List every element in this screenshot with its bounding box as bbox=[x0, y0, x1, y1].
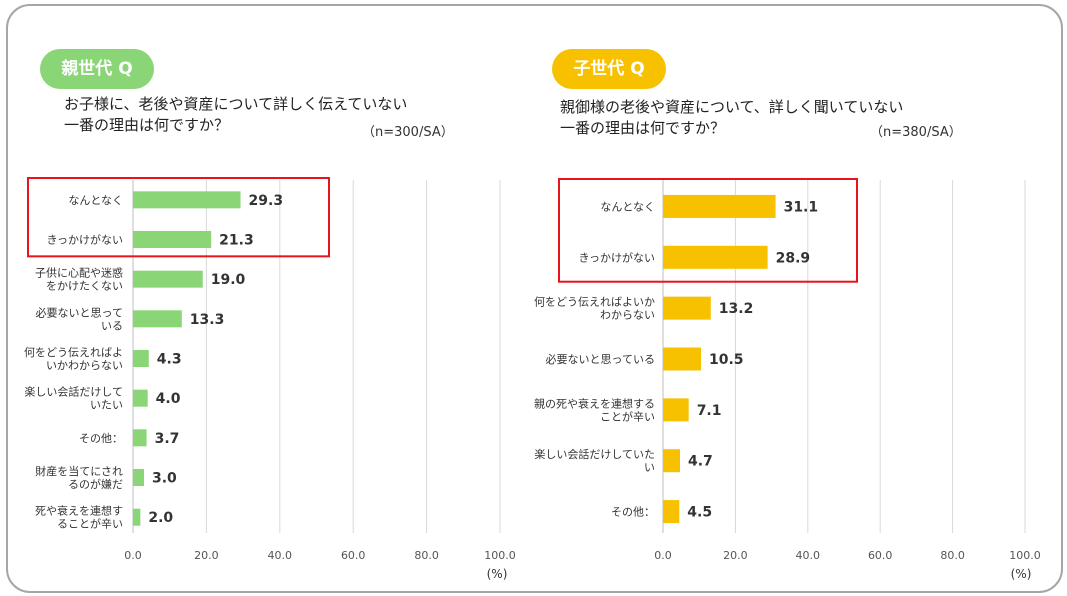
parent-question-line1: お子様に、老後や資産について詳しく伝えていない bbox=[64, 95, 408, 113]
bar bbox=[663, 194, 776, 218]
bar bbox=[133, 429, 147, 447]
category-label: いたい bbox=[90, 399, 123, 412]
category-label: 何をどう伝えればよいか bbox=[534, 296, 655, 309]
bar bbox=[133, 310, 182, 328]
category-label: なんとなく bbox=[68, 194, 123, 207]
parent-generation-badge: 親世代 Q bbox=[40, 49, 154, 89]
category-label: きっかけがない bbox=[46, 233, 123, 247]
category-label: 親の死や衰えを連想する bbox=[534, 396, 655, 410]
category-label: ることが辛い bbox=[57, 517, 123, 531]
bar bbox=[133, 350, 149, 367]
bar-value-label: 3.7 bbox=[155, 431, 180, 447]
category-label: わからない bbox=[600, 309, 655, 322]
bar bbox=[133, 508, 141, 526]
bar bbox=[663, 296, 711, 320]
category-label: い bbox=[644, 461, 655, 474]
parent-question-line2: 一番の理由は何ですか？ bbox=[64, 116, 230, 134]
panel-frame bbox=[6, 4, 1063, 593]
category-label: 楽しい会話だけして bbox=[24, 385, 123, 399]
bar-value-label: 4.3 bbox=[157, 352, 182, 368]
category-label: 何をどう伝えればよ bbox=[24, 346, 123, 359]
category-label: なんとなく bbox=[600, 200, 655, 213]
bar bbox=[133, 270, 203, 288]
bar bbox=[663, 449, 681, 473]
bar-value-label: 4.5 bbox=[687, 505, 712, 521]
highlight-box bbox=[27, 177, 330, 258]
x-tick-label: 20.0 bbox=[723, 549, 748, 562]
x-tick-label: 20.0 bbox=[194, 549, 219, 562]
bar-value-label: 10.5 bbox=[709, 352, 744, 368]
category-label: 子供に心配や迷惑 bbox=[35, 266, 123, 280]
bar-value-label: 31.1 bbox=[784, 199, 819, 215]
bar bbox=[133, 191, 241, 209]
bar-value-label: 29.3 bbox=[249, 193, 284, 209]
bar bbox=[663, 500, 680, 524]
category-label: 必要ないと思って bbox=[36, 306, 123, 319]
category-label: いかわからない bbox=[46, 359, 123, 372]
x-tick-label: 80.0 bbox=[940, 549, 965, 562]
category-label: るのが嫌だ bbox=[68, 477, 123, 491]
category-label: 楽しい会話だけしていた bbox=[534, 447, 655, 461]
x-tick-label: 60.0 bbox=[341, 549, 366, 562]
parent-sample-size: （n=300/SA） bbox=[362, 125, 454, 140]
category-label: 必要ないと思っている bbox=[546, 353, 655, 366]
child-question-line2: 一番の理由は何ですか？ bbox=[560, 119, 726, 137]
category-label: 死や衰えを連想す bbox=[35, 504, 123, 518]
x-tick-label: 100.0 bbox=[1009, 549, 1041, 562]
category-label: その他： bbox=[611, 506, 655, 519]
bar bbox=[133, 231, 212, 248]
highlight-box bbox=[558, 178, 858, 283]
category-label: ことが辛い bbox=[600, 409, 655, 423]
bar bbox=[663, 347, 702, 371]
x-tick-label: 40.0 bbox=[796, 549, 821, 562]
bar bbox=[663, 245, 768, 269]
bar-value-label: 13.2 bbox=[719, 301, 754, 317]
bar bbox=[663, 398, 689, 422]
bar-value-label: 19.0 bbox=[211, 272, 246, 288]
x-axis-unit: (%) bbox=[1011, 567, 1032, 581]
x-tick-label: 80.0 bbox=[414, 549, 439, 562]
category-label: 財産を当てにされ bbox=[35, 464, 123, 478]
category-label: をかけたくない bbox=[46, 280, 123, 293]
bar-value-label: 28.9 bbox=[776, 250, 811, 266]
x-tick-label: 0.0 bbox=[654, 549, 672, 562]
bar-value-label: 13.3 bbox=[190, 312, 225, 328]
category-label: きっかけがない bbox=[578, 250, 655, 264]
x-tick-label: 0.0 bbox=[124, 549, 142, 562]
bar-value-label: 4.7 bbox=[688, 454, 713, 470]
bar bbox=[133, 389, 148, 407]
x-tick-label: 60.0 bbox=[868, 549, 893, 562]
category-label: その他： bbox=[79, 432, 123, 445]
bar-value-label: 4.0 bbox=[156, 391, 181, 407]
x-axis-unit: (%) bbox=[487, 567, 508, 581]
category-label: いる bbox=[101, 319, 123, 332]
child-sample-size: （n=380/SA） bbox=[870, 125, 962, 140]
bar bbox=[133, 469, 145, 486]
child-question-line1: 親御様の老後や資産について、詳しく聞いていない bbox=[560, 98, 904, 116]
bar-value-label: 3.0 bbox=[152, 471, 177, 487]
child-generation-badge: 子世代 Q bbox=[552, 49, 666, 89]
x-tick-label: 100.0 bbox=[484, 549, 516, 562]
bar-value-label: 2.0 bbox=[148, 510, 173, 526]
bar-value-label: 21.3 bbox=[219, 233, 254, 249]
bar-value-label: 7.1 bbox=[697, 403, 722, 419]
x-tick-label: 40.0 bbox=[268, 549, 293, 562]
